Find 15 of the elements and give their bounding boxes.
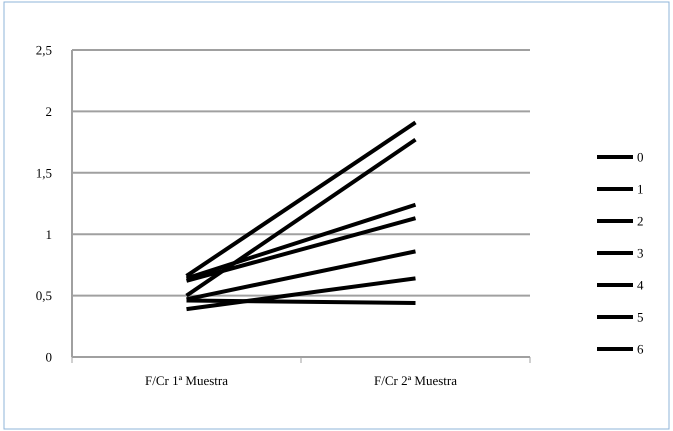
y-tick-label: 1	[46, 226, 52, 242]
legend-label: 1	[637, 182, 644, 197]
legend-label: 6	[637, 342, 644, 357]
legend-label: 5	[637, 310, 644, 325]
x-tick-label: F/Cr 2ª Muestra	[374, 373, 458, 388]
y-tick-label: 0,5	[36, 288, 52, 304]
y-tick-label: 2,5	[36, 42, 52, 58]
legend-label: 4	[637, 278, 644, 293]
legend-label: 3	[637, 246, 644, 261]
x-tick-label: F/Cr 1ª Muestra	[144, 373, 228, 388]
y-tick-label: 1,5	[36, 165, 52, 180]
legend-label: 0	[637, 150, 644, 165]
y-tick-label: 0	[46, 350, 52, 365]
y-tick-label: 2	[46, 104, 52, 119]
legend-label: 2	[637, 214, 644, 229]
